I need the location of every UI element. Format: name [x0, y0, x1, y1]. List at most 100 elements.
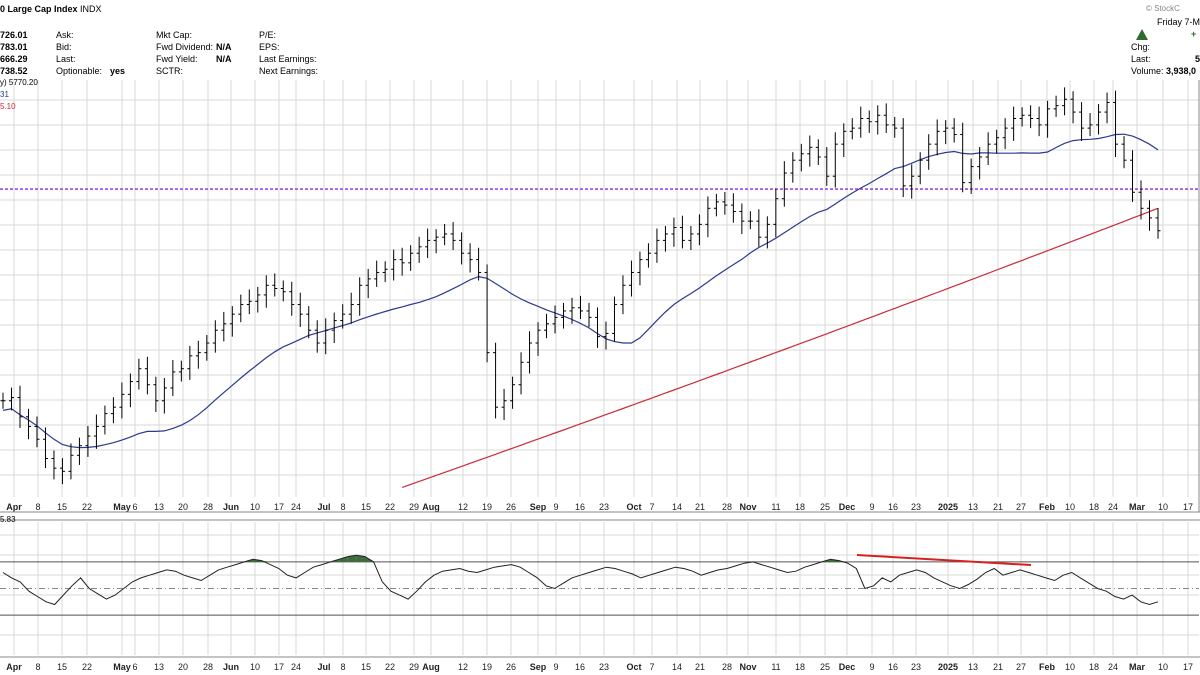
last-label: Last:: [56, 54, 76, 64]
x-tick-label: 27: [1016, 502, 1026, 512]
x-tick-label: Dec: [839, 662, 856, 672]
x-tick-label: 23: [911, 502, 921, 512]
bearish-divergence: [856, 554, 1032, 566]
bid-label: Bid:: [56, 42, 72, 52]
x-tick-label: 8: [340, 502, 345, 512]
x-tick-label: 24: [1108, 662, 1118, 672]
x-tick-label: 8: [340, 662, 345, 672]
volume-label: Volume:: [1131, 66, 1164, 76]
fwd-yield-label: Fwd Yield:: [156, 54, 198, 64]
oscillator-path: [2, 554, 1159, 606]
x-tick-label: 13: [154, 502, 164, 512]
value-bid-side: 783.01: [0, 42, 28, 52]
x-tick-label: 9: [553, 662, 558, 672]
x-tick-label: 16: [888, 662, 898, 672]
ma50-legend: 31: [0, 90, 9, 99]
overbought-fill: [347, 555, 357, 562]
ma200-line: [401, 207, 1159, 488]
value-last-side: 666.29: [0, 54, 28, 64]
x-tick-label: 15: [57, 502, 67, 512]
x-tick-label: 15: [361, 502, 371, 512]
fundamental-labels: Mkt Cap: Fwd Dividend: Fwd Yield: SCTR:: [156, 29, 213, 77]
grid-lines: [0, 80, 1199, 655]
x-tick-label: Aug: [422, 502, 440, 512]
x-tick-label: 26: [506, 502, 516, 512]
price-x-axis: Apr 8 15 22 May 6 13 20 28 Jun 10 17 24 Jul 8 15 22 29 Aug…: [6, 502, 1193, 512]
overbought-fill: [356, 555, 366, 562]
x-tick-label: Aug: [422, 662, 440, 672]
x-tick-label: 21: [695, 502, 705, 512]
x-tick-label: 27: [1016, 662, 1026, 672]
x-tick-label: 11: [771, 502, 780, 512]
x-tick-label: 10: [1158, 662, 1168, 672]
x-tick-label: 25: [820, 662, 830, 672]
overbought-fill: [339, 556, 348, 562]
right-last-value: 5: [1195, 54, 1200, 64]
x-tick-label: Nov: [739, 502, 756, 512]
x-tick-label: 8: [35, 502, 40, 512]
optionable-label: Optionable:: [56, 66, 103, 76]
value-ask-side: 726.01: [0, 30, 28, 40]
x-tick-label: 16: [888, 502, 898, 512]
ma50-path: [2, 133, 1159, 449]
x-tick-label: 28: [722, 662, 732, 672]
x-tick-label: Nov: [739, 662, 756, 672]
chg-plus: +: [1191, 29, 1197, 39]
x-tick-label: Apr: [6, 502, 22, 512]
x-tick-label: 9: [869, 662, 874, 672]
earnings-labels: P/E: EPS: Last Earnings: Next Earnings:: [259, 29, 318, 77]
x-tick-label: Jul: [317, 502, 330, 512]
pe-label: P/E:: [259, 30, 277, 40]
x-tick-label: 21: [993, 502, 1003, 512]
x-tick-label: May: [113, 502, 131, 512]
x-tick-label: Jul: [317, 662, 330, 672]
right-labels: Chg: Last: Volume:: [1131, 41, 1164, 77]
x-tick-label: 21: [993, 662, 1003, 672]
x-tick-label: 13: [154, 662, 164, 672]
x-tick-label: 2025: [938, 502, 958, 512]
x-tick-label: Oct: [626, 502, 641, 512]
chart-date: Friday 7-M: [1157, 17, 1200, 27]
optionable-value: yes: [110, 66, 126, 76]
x-tick-label: 28: [203, 502, 213, 512]
x-tick-label: 25: [820, 502, 830, 512]
x-tick-label: 22: [82, 502, 92, 512]
ma-label: y) 5770.20: [0, 78, 38, 87]
x-tick-label: Sep: [530, 662, 547, 672]
x-tick-label: 20: [178, 502, 188, 512]
fwd-dividend-label: Fwd Dividend:: [156, 42, 214, 52]
x-tick-label: 18: [1089, 662, 1099, 672]
x-tick-label: 14: [672, 502, 682, 512]
x-tick-label: 7: [649, 502, 654, 512]
x-tick-label: 18: [1089, 502, 1099, 512]
x-tick-label: 10: [1065, 662, 1075, 672]
x-tick-label: 20: [178, 662, 188, 672]
x-tick-label: 23: [599, 502, 609, 512]
sctr-label: SCTR:: [156, 66, 183, 76]
x-tick-label: Jun: [223, 502, 239, 512]
chart-title: 0 Large Cap Index INDX: [0, 4, 102, 14]
fwd-dividend-value: N/A: [216, 42, 232, 52]
x-tick-label: 22: [385, 662, 395, 672]
x-tick-label: 18: [795, 502, 805, 512]
x-tick-label: 21: [695, 662, 705, 672]
x-tick-label: 7: [649, 662, 654, 672]
x-tick-label: 18: [795, 662, 805, 672]
oscillator-label: 5.83: [0, 515, 16, 524]
x-tick-label: 22: [82, 662, 92, 672]
x-tick-label: 11: [771, 662, 780, 672]
x-tick-label: 13: [968, 662, 978, 672]
x-tick-label: 29: [409, 502, 419, 512]
x-tick-label: 19: [482, 502, 492, 512]
watermark: © StockC: [1146, 4, 1180, 13]
x-tick-label: 16: [575, 502, 585, 512]
x-tick-label: 24: [1108, 502, 1118, 512]
x-tick-label: 22: [385, 502, 395, 512]
fwd-yield-value: N/A: [216, 54, 232, 64]
x-tick-label: 24: [291, 502, 301, 512]
oscillator: [0, 554, 1199, 616]
x-tick-label: 10: [1065, 502, 1075, 512]
x-tick-label: 8: [35, 662, 40, 672]
x-tick-label: 2025: [938, 662, 958, 672]
x-tick-label: 28: [203, 662, 213, 672]
